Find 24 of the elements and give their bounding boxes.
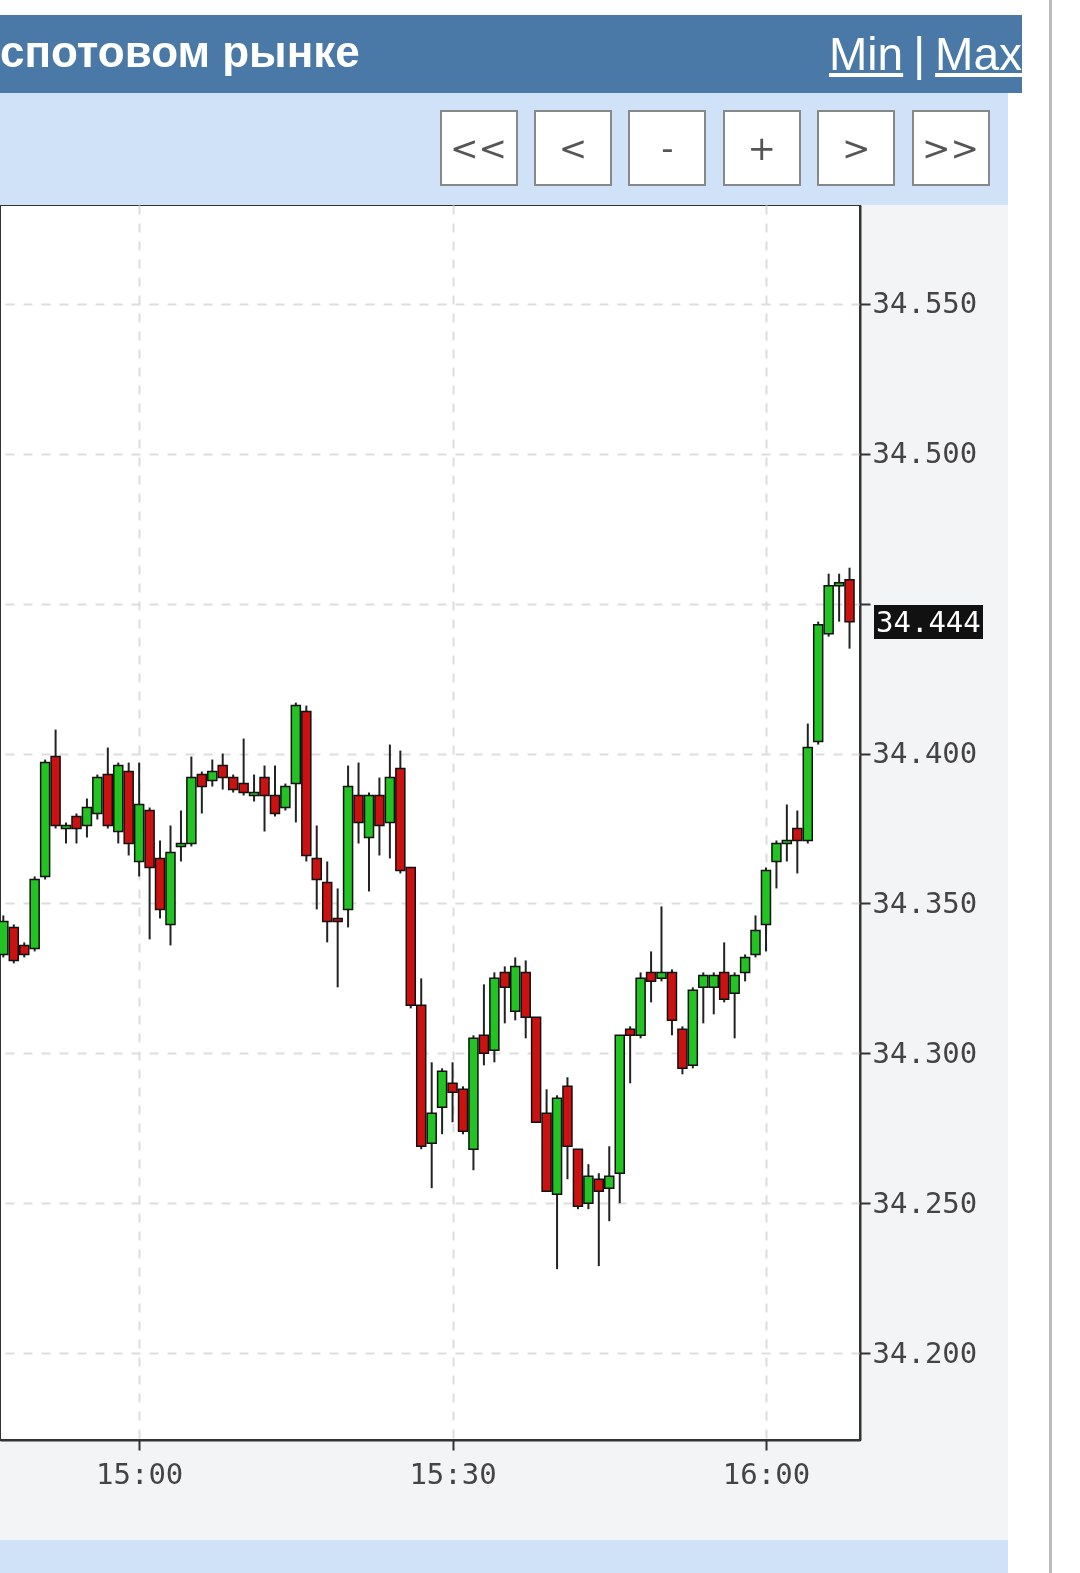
text: + bbox=[722, 110, 801, 186]
x-tick-label: 16:00 bbox=[722, 1456, 811, 1491]
y-tick-label: 34.300 bbox=[872, 1035, 978, 1070]
y-tick-label: 34.550 bbox=[872, 286, 978, 321]
text: | bbox=[913, 28, 926, 80]
candlestick bbox=[739, 953, 751, 983]
y-tick-label: 34.400 bbox=[872, 736, 978, 771]
y-tick-label: 34.500 bbox=[872, 436, 978, 471]
chart-title: спотовом рынке bbox=[0, 27, 360, 77]
candlestick bbox=[750, 914, 761, 959]
y-tick-label: 34.200 bbox=[872, 1335, 978, 1370]
text: < bbox=[534, 110, 612, 186]
text: > bbox=[817, 110, 896, 186]
x-tick-label: 15:30 bbox=[409, 1456, 497, 1491]
text: << bbox=[439, 110, 518, 186]
text: 34.444 bbox=[874, 604, 983, 639]
y-tick-label: 34.250 bbox=[872, 1185, 978, 1220]
text: >> bbox=[911, 110, 990, 186]
candlestick bbox=[311, 824, 322, 911]
text: Max bbox=[935, 28, 1022, 80]
text: Min bbox=[829, 28, 904, 80]
x-tick-label: 15:00 bbox=[96, 1456, 184, 1491]
y-tick-label: 34.350 bbox=[872, 885, 978, 920]
text: - bbox=[628, 110, 707, 186]
